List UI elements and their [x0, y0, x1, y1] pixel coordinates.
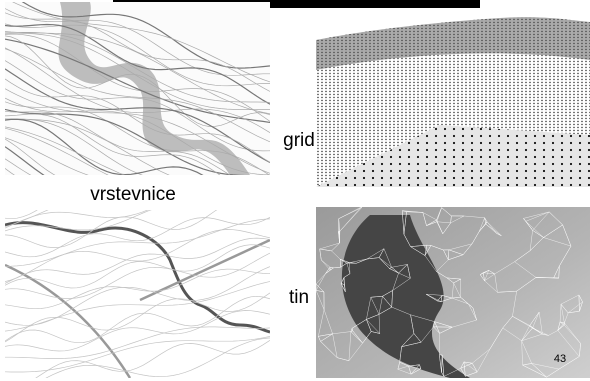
tin-label: tin — [289, 287, 309, 308]
grid-image — [316, 15, 590, 187]
contours-label: vrstevnice — [90, 184, 176, 205]
page-number: 43 — [554, 353, 566, 365]
image-background — [5, 210, 270, 378]
slide: vrstevnice grid tin 43 — [0, 0, 590, 381]
page: vrstevnice grid tin 43 (() => { const da… — [0, 0, 590, 381]
tin-image — [316, 207, 590, 378]
grid-label: grid — [283, 130, 315, 151]
